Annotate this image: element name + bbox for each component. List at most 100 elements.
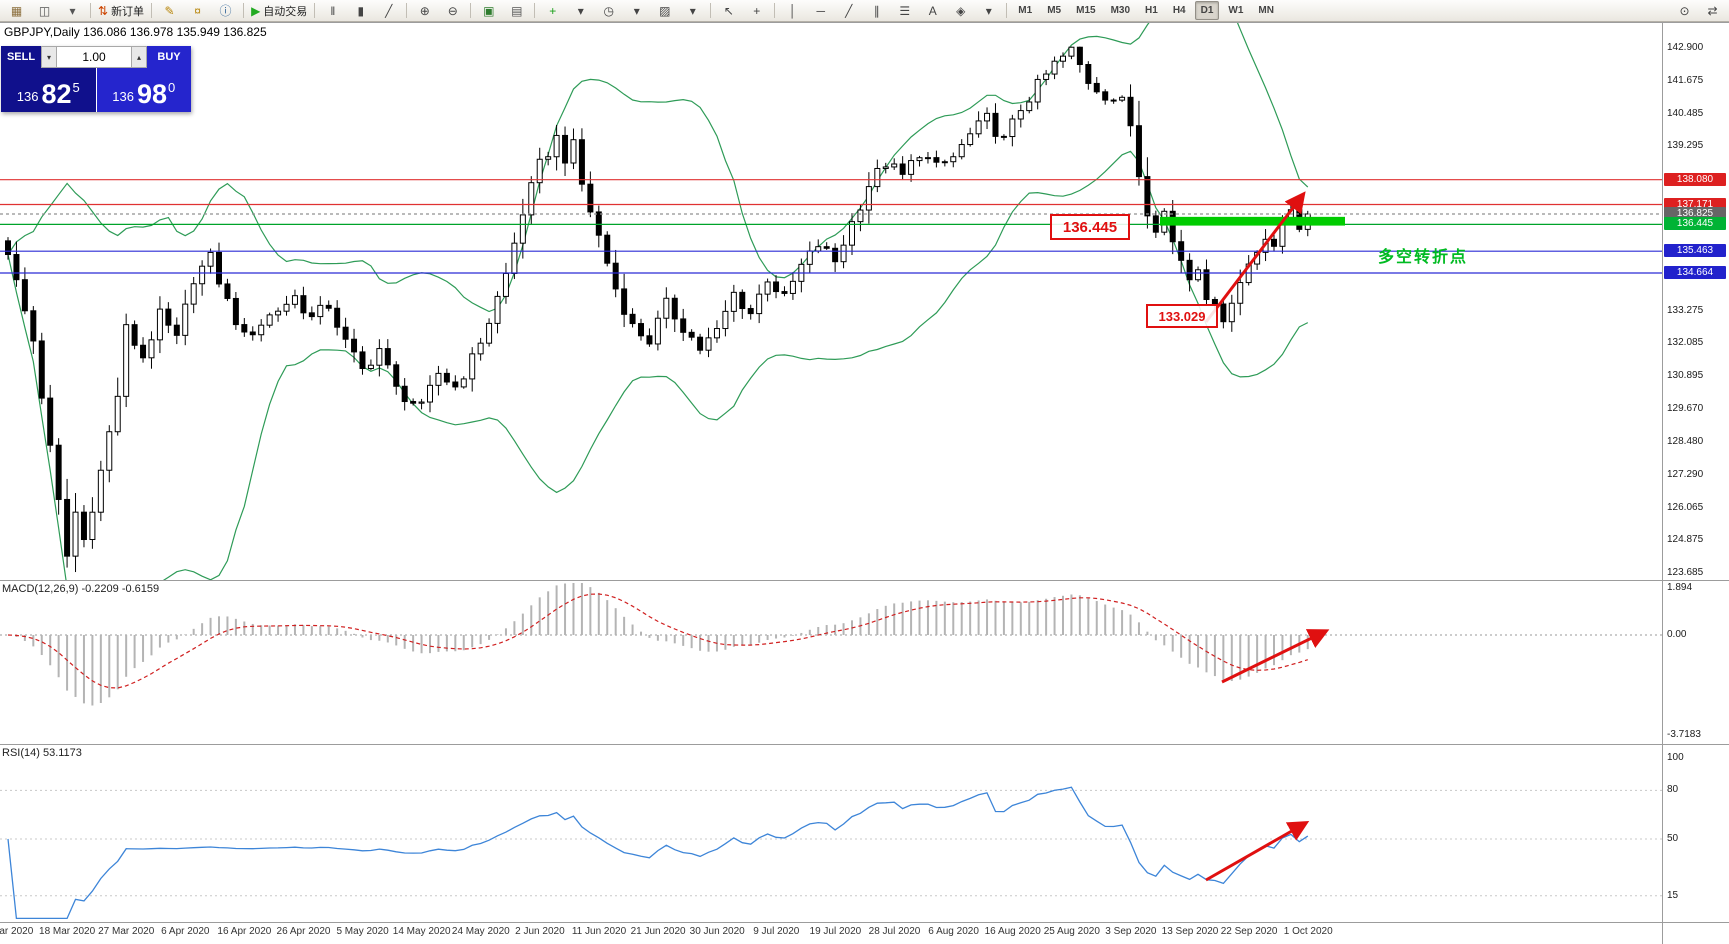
- market-watch-icon: ¤: [194, 3, 201, 18]
- time-axis-separator: [0, 922, 1729, 923]
- new-chart-button[interactable]: ▦: [3, 0, 30, 21]
- bollinger-upper-band: [7, 22, 1309, 313]
- resistance-price-callout[interactable]: 136.445: [1050, 214, 1130, 240]
- candlestick-series: [5, 46, 1311, 573]
- candlestick-chart-button[interactable]: ▮: [347, 0, 374, 21]
- rsi-panel-separator[interactable]: [0, 744, 1729, 745]
- swing-low-price-callout[interactable]: 133.029: [1146, 304, 1218, 328]
- profiles-dropdown-icon[interactable]: ▾: [59, 0, 86, 21]
- horizontal-line-button[interactable]: ─: [807, 0, 834, 21]
- indicators-icon: +: [549, 3, 557, 18]
- arrows-tool-icon: ◈: [956, 3, 966, 18]
- toolbar-separator: [243, 3, 245, 18]
- equidistant-channel-button[interactable]: ∥: [863, 0, 890, 21]
- arrows-tool-button[interactable]: ◈: [947, 0, 974, 21]
- periods-dropdown-icon-icon: ▾: [633, 3, 640, 18]
- line-chart-button[interactable]: ╱: [375, 0, 402, 21]
- support-zone-thick-line[interactable]: [1160, 216, 1345, 226]
- macd-panel-separator[interactable]: [0, 580, 1729, 581]
- fibonacci-icon: ☰: [899, 3, 911, 18]
- zoom-out-button[interactable]: ⊖: [439, 0, 466, 21]
- pivot-point-annotation[interactable]: 多空转折点: [1378, 249, 1469, 266]
- horizontal-level-lines[interactable]: [0, 179, 1662, 274]
- timeframe-h1-button[interactable]: H1: [1145, 5, 1158, 16]
- main-toolbar: ▦ ◫ ▾ ⇅ 新订单 ✎ ¤ ⓘ ▶ 自动交易 ‖ ▮ ╱ ⊕ ⊖ ▣ ▤ + ▾ ◷ ▾ ▨ ▾ ↖ + │ ─ ╱ ∥ ☰ A ◈ ▾ M1…: [0, 0, 1729, 22]
- toolbar-separator: [534, 3, 536, 18]
- toolbar-separator: [710, 3, 712, 18]
- buy-price-button[interactable]: 136 98 0: [96, 68, 191, 112]
- red-trend-arrow-1[interactable]: [1204, 191, 1306, 323]
- volume-up-button[interactable]: ▴: [131, 46, 147, 68]
- tile-windows-button[interactable]: ▣: [475, 0, 502, 21]
- search-icon-icon: ⊙: [1679, 3, 1690, 18]
- red-trend-arrow-3[interactable]: [1205, 821, 1310, 882]
- indicators-dropdown-icon-icon: ▾: [577, 3, 584, 18]
- toolbar-separator: [470, 3, 472, 18]
- autotrading-icon: ▶: [251, 3, 261, 18]
- toolbar-separator: [151, 3, 153, 18]
- bollinger-bands: [7, 22, 1309, 580]
- tile-windows-icon: ▣: [483, 3, 495, 18]
- toolbar-border: [0, 22, 1729, 23]
- autotrading-button[interactable]: ▶ 自动交易: [248, 0, 310, 21]
- buy-label[interactable]: BUY: [147, 46, 191, 68]
- fibonacci-button[interactable]: ☰: [891, 0, 918, 21]
- periods-dropdown-icon[interactable]: ▾: [623, 0, 650, 21]
- timeframe-m30-button[interactable]: M30: [1110, 5, 1131, 16]
- timeframe-m5-button[interactable]: M5: [1047, 5, 1062, 16]
- cursor-button[interactable]: ↖: [715, 0, 742, 21]
- timeframe-mn-button[interactable]: MN: [1258, 5, 1274, 16]
- macd-plot: [0, 583, 1662, 706]
- timeframe-m1-button[interactable]: M1: [1018, 5, 1033, 16]
- timeframe-d1-button[interactable]: D1: [1194, 1, 1220, 20]
- trend-arrows[interactable]: [1204, 191, 1330, 882]
- toolbar-separator: [406, 3, 408, 18]
- zoom-in-button[interactable]: ⊕: [411, 0, 438, 21]
- trendline-button[interactable]: ╱: [835, 0, 862, 21]
- red-trend-arrow-2[interactable]: [1221, 629, 1330, 684]
- autotrading-button-label: 自动交易: [263, 5, 308, 18]
- text-tool-button[interactable]: A: [919, 0, 946, 21]
- info-button[interactable]: ⓘ: [212, 0, 239, 21]
- market-watch-button[interactable]: ¤: [184, 0, 211, 21]
- line-chart-icon: ╱: [385, 3, 393, 18]
- periods-button[interactable]: ◷: [595, 0, 622, 21]
- bar-chart-button[interactable]: ‖: [319, 0, 346, 21]
- cascade-windows-icon: ▤: [511, 3, 523, 18]
- macd-indicator-label: MACD(12,26,9) -0.2209 -0.6159: [2, 583, 160, 595]
- vertical-line-icon: │: [789, 3, 797, 18]
- volume-input[interactable]: 1.00: [57, 46, 131, 68]
- volume-down-button[interactable]: ▾: [41, 46, 57, 68]
- shapes-dropdown-icon[interactable]: ▾: [975, 0, 1002, 21]
- timeframe-m15-button[interactable]: M15: [1076, 5, 1096, 16]
- chart-ohlc-title: GBPJPY,Daily 136.086 136.978 135.949 136…: [4, 25, 267, 39]
- sell-price-button[interactable]: 136 82 5: [1, 68, 96, 112]
- bar-chart-icon: ‖: [330, 3, 336, 18]
- price-axis-line: [1662, 22, 1663, 944]
- toolbar-separator: [774, 3, 776, 18]
- toolbar-separator: [314, 3, 316, 18]
- timeframe-w1-button[interactable]: W1: [1228, 5, 1244, 16]
- zoom-in-icon: ⊕: [419, 3, 430, 18]
- sell-label[interactable]: SELL: [1, 46, 41, 68]
- crosshair-button[interactable]: +: [743, 0, 770, 21]
- chart-profiles-icon: ◫: [38, 3, 51, 18]
- templates-button[interactable]: ▨: [651, 0, 678, 21]
- new-order-button[interactable]: ⇅ 新订单: [95, 0, 147, 21]
- vertical-line-button[interactable]: │: [779, 0, 806, 21]
- buy-price-pip: 0: [168, 80, 176, 95]
- chart-profiles-button[interactable]: ◫: [31, 0, 58, 21]
- panels-icon[interactable]: ⇄: [1699, 0, 1726, 21]
- indicators-button[interactable]: +: [539, 0, 566, 21]
- metaeditor-button[interactable]: ✎: [156, 0, 183, 21]
- timeframe-h4-button[interactable]: H4: [1172, 5, 1186, 16]
- indicators-dropdown-icon[interactable]: ▾: [567, 0, 594, 21]
- rsi-plot: [0, 786, 1662, 920]
- search-icon[interactable]: ⊙: [1671, 0, 1698, 21]
- new-order-button-label: 新订单: [111, 5, 145, 18]
- buy-price-prefix: 136: [112, 89, 134, 104]
- templates-dropdown-icon[interactable]: ▾: [679, 0, 706, 21]
- cascade-windows-button[interactable]: ▤: [503, 0, 530, 21]
